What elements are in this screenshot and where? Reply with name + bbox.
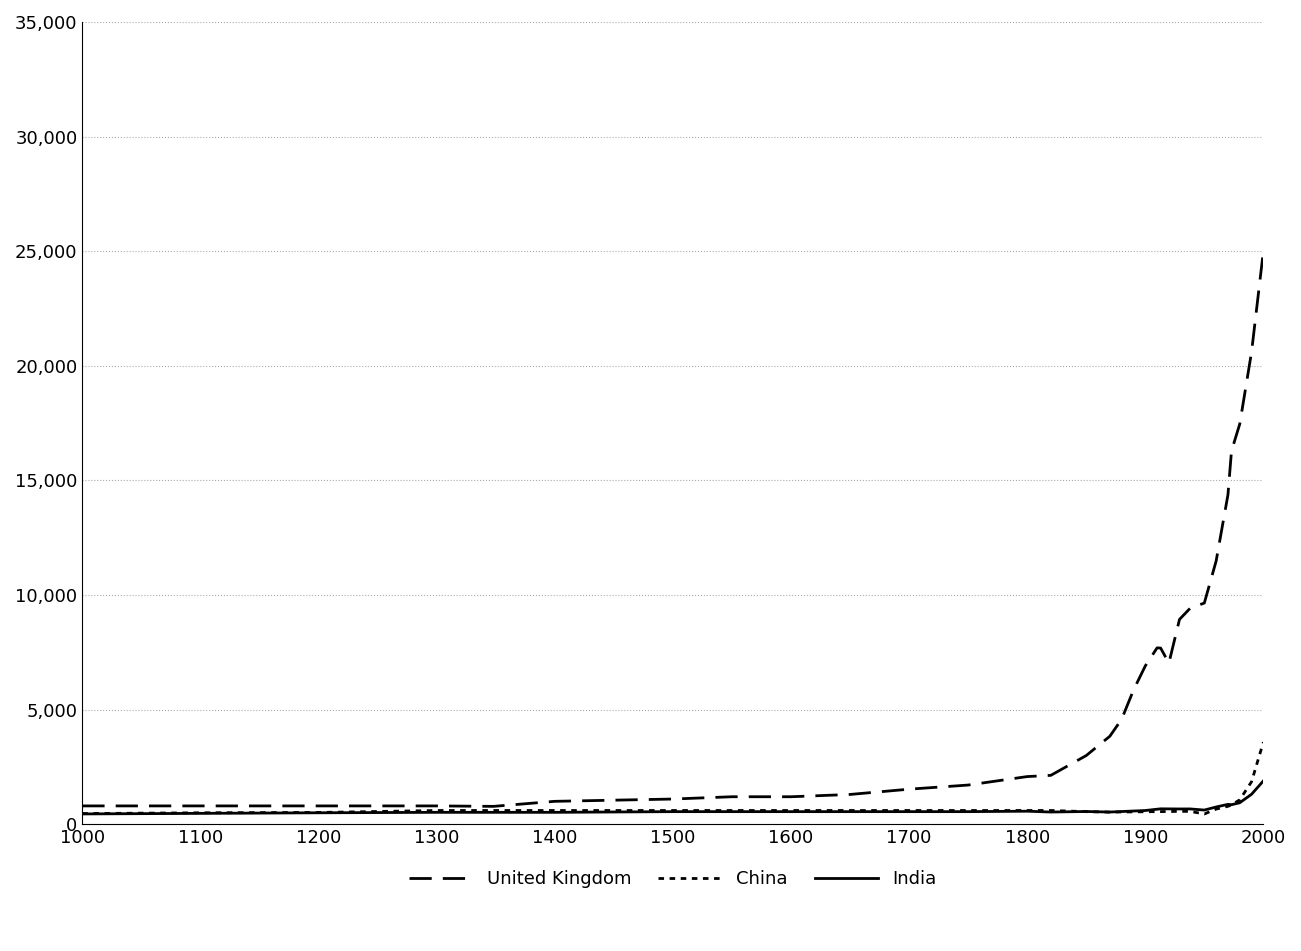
- China: [311, 806, 327, 818]
- Line: China: China: [82, 742, 1263, 814]
- Line: United Kingdom: United Kingdom: [82, 251, 1263, 806]
- United Kingdom: [960, 780, 976, 791]
- United Kingdom: [429, 800, 445, 811]
- China: [74, 807, 90, 819]
- United Kingdom: [1209, 555, 1224, 567]
- India: [1197, 805, 1213, 816]
- India: [1153, 803, 1168, 814]
- India: [1220, 799, 1236, 810]
- China: [1172, 805, 1188, 817]
- United Kingdom: [1153, 642, 1168, 653]
- United Kingdom: [606, 794, 622, 805]
- China: [842, 805, 857, 816]
- India: [783, 805, 799, 817]
- Line: India: India: [82, 781, 1263, 814]
- China: [1232, 794, 1248, 805]
- India: [1137, 805, 1153, 816]
- India: [1232, 797, 1248, 808]
- United Kingdom: [1102, 730, 1118, 742]
- United Kingdom: [1043, 769, 1059, 781]
- United Kingdom: [902, 784, 917, 795]
- China: [1224, 799, 1240, 810]
- China: [546, 805, 562, 816]
- China: [902, 805, 917, 816]
- China: [1209, 804, 1224, 815]
- China: [1197, 808, 1213, 820]
- China: [1255, 736, 1271, 747]
- China: [1137, 806, 1153, 818]
- China: [1043, 805, 1059, 816]
- United Kingdom: [311, 800, 327, 811]
- United Kingdom: [1197, 597, 1213, 609]
- India: [1102, 806, 1118, 818]
- India: [1183, 804, 1198, 815]
- United Kingdom: [546, 796, 562, 807]
- India: [1020, 805, 1036, 817]
- China: [1020, 805, 1036, 816]
- United Kingdom: [842, 788, 857, 800]
- India: [1244, 788, 1259, 800]
- China: [1153, 805, 1168, 817]
- United Kingdom: [725, 791, 740, 803]
- United Kingdom: [1020, 771, 1036, 783]
- United Kingdom: [1224, 445, 1240, 456]
- India: [1224, 799, 1240, 810]
- China: [1102, 806, 1118, 818]
- India: [842, 805, 857, 817]
- China: [193, 807, 208, 819]
- United Kingdom: [1149, 642, 1164, 653]
- India: [1043, 806, 1059, 818]
- United Kingdom: [1079, 749, 1094, 761]
- China: [783, 805, 799, 816]
- United Kingdom: [74, 800, 90, 811]
- India: [1079, 805, 1094, 817]
- United Kingdom: [1172, 613, 1188, 625]
- India: [311, 807, 327, 819]
- United Kingdom: [1137, 660, 1153, 671]
- United Kingdom: [485, 801, 501, 812]
- United Kingdom: [1160, 657, 1176, 669]
- China: [429, 805, 445, 816]
- United Kingdom: [1125, 685, 1141, 696]
- United Kingdom: [1114, 713, 1129, 725]
- India: [960, 805, 976, 817]
- United Kingdom: [193, 800, 208, 811]
- China: [1220, 801, 1236, 812]
- India: [546, 806, 562, 818]
- India: [665, 805, 680, 817]
- China: [1244, 776, 1259, 787]
- India: [1172, 804, 1188, 815]
- United Kingdom: [783, 791, 799, 803]
- China: [665, 805, 680, 816]
- India: [193, 807, 208, 819]
- India: [1255, 775, 1271, 786]
- Legend: United Kingdom, China, India: United Kingdom, China, India: [402, 863, 943, 896]
- United Kingdom: [1244, 346, 1259, 358]
- United Kingdom: [665, 793, 680, 805]
- India: [1209, 802, 1224, 813]
- United Kingdom: [1183, 603, 1198, 614]
- India: [429, 806, 445, 818]
- United Kingdom: [1255, 245, 1271, 257]
- China: [1183, 805, 1198, 817]
- United Kingdom: [1220, 489, 1236, 500]
- India: [902, 805, 917, 817]
- India: [74, 808, 90, 820]
- China: [1079, 805, 1094, 817]
- China: [960, 805, 976, 816]
- United Kingdom: [1232, 418, 1248, 430]
